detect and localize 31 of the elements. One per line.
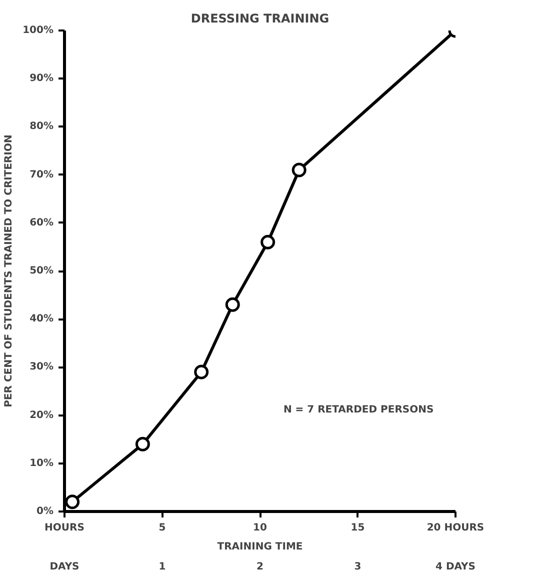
y-tick-label: 90% bbox=[30, 73, 54, 84]
x-tick-label: 20 HOURS bbox=[426, 522, 484, 534]
y-tick-label: 60% bbox=[30, 217, 54, 228]
x2-tick-label: 1 bbox=[158, 562, 166, 572]
x2-tick-label: 2 bbox=[256, 562, 264, 572]
x-tick-label: 10 bbox=[253, 522, 267, 534]
y-axis-title: PER CENT OF STUDENTS TRAINED TO CRITERION bbox=[4, 134, 15, 408]
y-tick-label: 0% bbox=[36, 506, 54, 517]
annotation: N = 7 RETARDED PERSONS bbox=[283, 404, 434, 416]
x2-tick-label: 3 bbox=[354, 562, 362, 572]
y-tick-label: 80% bbox=[30, 121, 54, 132]
x-axis-title: TRAINING TIME bbox=[217, 542, 303, 552]
y-tick-label: 100% bbox=[22, 25, 54, 36]
y-tick-label: 70% bbox=[30, 169, 54, 180]
x2-tick-label: DAYS bbox=[50, 562, 80, 572]
point bbox=[292, 162, 306, 178]
y-tick-label: 40% bbox=[30, 314, 54, 325]
x2-tick-label: 4 DAYS bbox=[436, 562, 476, 572]
point bbox=[65, 494, 80, 510]
point bbox=[135, 436, 150, 452]
y-tick-label: 10% bbox=[30, 458, 54, 469]
point bbox=[194, 364, 209, 380]
x-tick-label: 15 bbox=[350, 522, 365, 534]
x-tick-label: 5 bbox=[158, 522, 166, 534]
point bbox=[225, 297, 240, 312]
y-tick-label: 30% bbox=[30, 362, 54, 373]
y-tick-label: 50% bbox=[30, 266, 54, 276]
x-tick-label: HOURS bbox=[44, 522, 84, 534]
y-tick-label: 20% bbox=[30, 410, 54, 421]
point bbox=[260, 234, 276, 250]
chart-title: DRESSING TRAINING bbox=[190, 12, 330, 26]
